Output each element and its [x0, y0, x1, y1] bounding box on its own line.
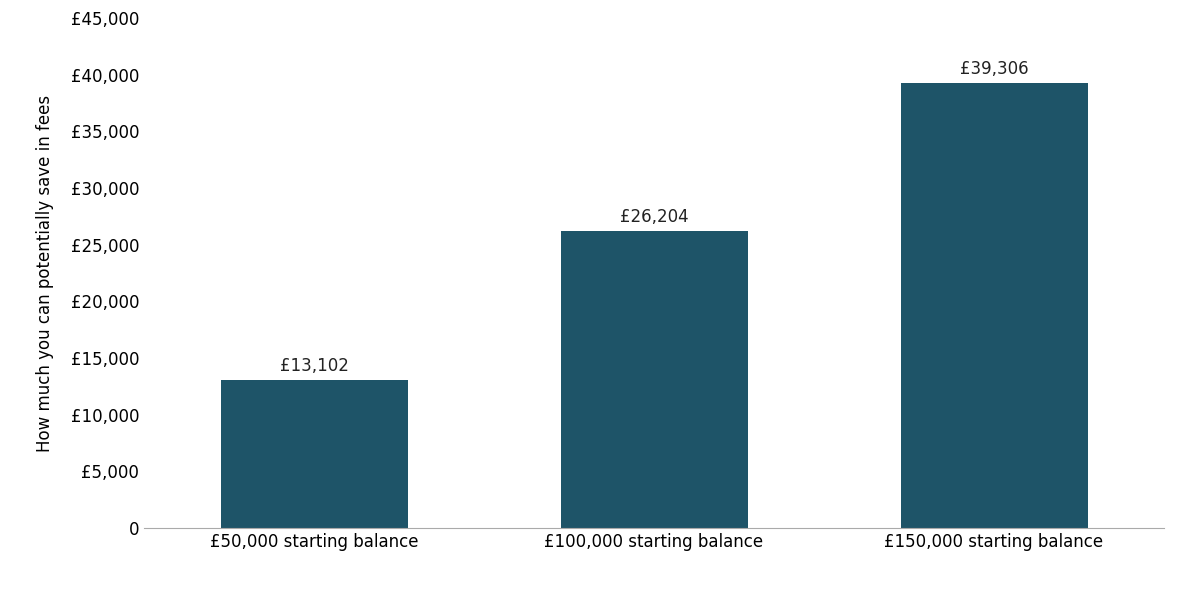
Text: £39,306: £39,306 [960, 60, 1028, 78]
Y-axis label: How much you can potentially save in fees: How much you can potentially save in fee… [36, 94, 54, 452]
Bar [221, 380, 408, 528]
Bar [900, 83, 1087, 528]
Bar [560, 231, 748, 528]
Text: £26,204: £26,204 [619, 208, 689, 226]
Text: £13,102: £13,102 [280, 357, 348, 375]
